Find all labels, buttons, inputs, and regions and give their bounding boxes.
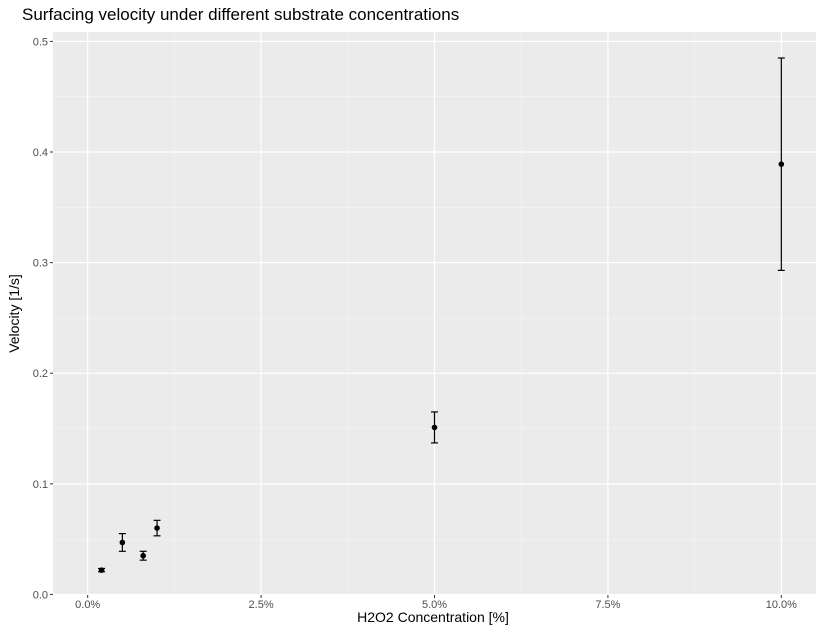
- y-axis-ticks: 0.0 0.1 0.2 0.3 0.4 0.5: [33, 36, 53, 601]
- y-tick-label: 0.4: [33, 147, 48, 159]
- data-points: [98, 161, 785, 573]
- grid-major: [53, 32, 816, 596]
- x-tick-label: 10.0%: [766, 599, 797, 611]
- y-axis-title: Velocity [1/s]: [6, 274, 22, 353]
- data-point: [140, 552, 146, 559]
- x-tick-label: 2.5%: [249, 599, 274, 611]
- x-tick-label: 7.5%: [595, 599, 620, 611]
- y-tick-label: 0.0: [33, 589, 48, 601]
- data-point: [119, 539, 126, 546]
- x-axis-title: H2O2 Concentration [%]: [357, 609, 509, 625]
- chart-title: Surfacing velocity under different subst…: [22, 5, 459, 24]
- x-axis-ticks: 0.0% 2.5% 5.0% 7.5% 10.0%: [75, 595, 797, 611]
- y-tick-label: 0.1: [33, 479, 48, 491]
- data-point: [154, 525, 160, 531]
- x-tick-label: 5.0%: [422, 599, 447, 611]
- y-tick-label: 0.2: [33, 368, 48, 380]
- data-point: [778, 161, 785, 167]
- y-tick-label: 0.5: [33, 36, 48, 48]
- data-point: [431, 424, 438, 431]
- y-tick-label: 0.3: [33, 258, 48, 270]
- x-tick-label: 0.0%: [75, 599, 100, 611]
- data-point: [98, 567, 105, 573]
